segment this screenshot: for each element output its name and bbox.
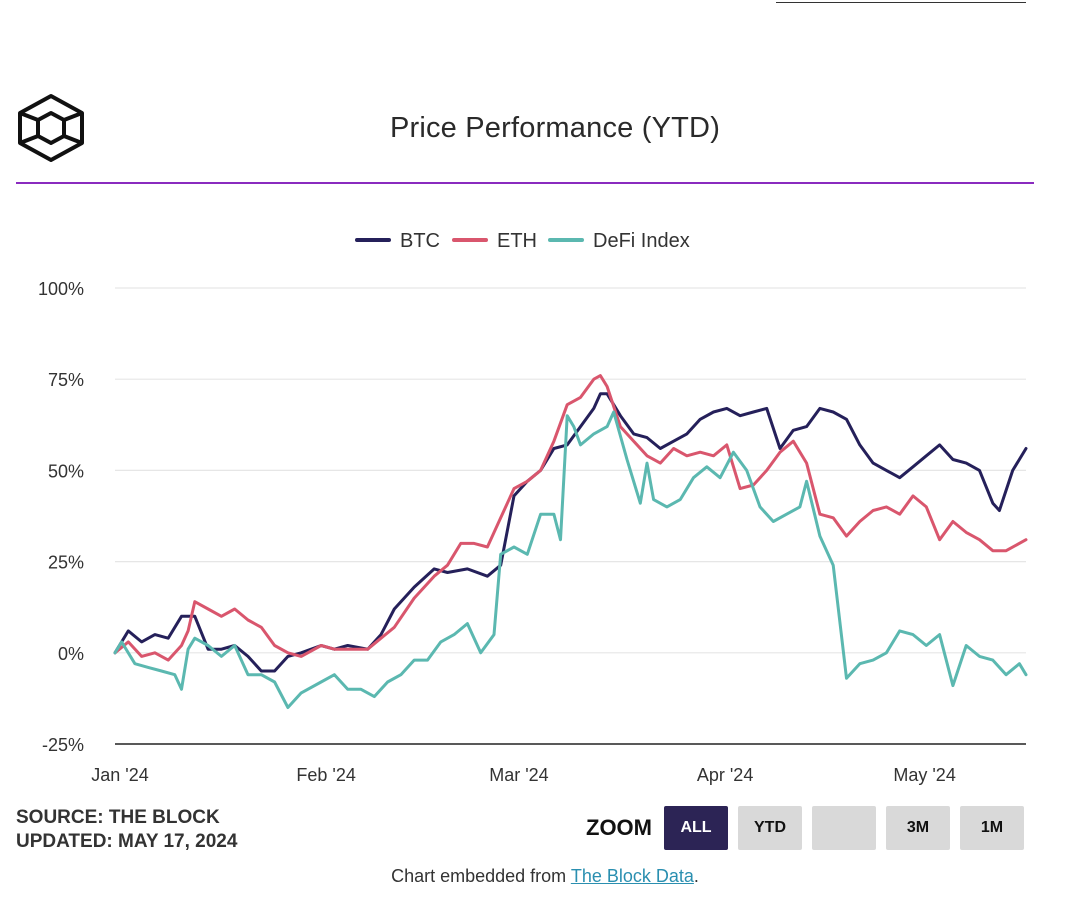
x-tick-label: Jan '24	[91, 765, 148, 785]
zoom-label: ZOOM	[586, 815, 652, 840]
updated-text: UPDATED: MAY 17, 2024	[16, 831, 238, 852]
series-lines	[113, 374, 1028, 709]
chart-legend: BTC ETH DeFi Index	[355, 230, 690, 252]
y-tick-label: -25%	[42, 735, 84, 755]
x-tick-label: Mar '24	[489, 765, 548, 785]
top-rule	[776, 2, 1026, 3]
series-line-defi-index	[113, 410, 1028, 709]
x-tick-label: May '24	[893, 765, 955, 785]
zoom-ytd-button[interactable]: YTD	[738, 806, 802, 850]
legend-label[interactable]: ETH	[497, 230, 537, 252]
y-tick-label: 50%	[48, 461, 84, 481]
header-divider	[16, 182, 1034, 184]
series-line-eth	[113, 374, 1028, 662]
y-tick-label: 75%	[48, 370, 84, 390]
source-block: SOURCE: THE BLOCK UPDATED: MAY 17, 2024	[16, 806, 237, 854]
embed-suffix: .	[693, 866, 699, 886]
y-tick-label: 100%	[38, 279, 84, 299]
x-tick-label: Feb '24	[296, 765, 355, 785]
source-text: SOURCE: THE BLOCK	[16, 807, 220, 828]
the-block-logo-icon	[18, 94, 84, 162]
y-axis-labels: 100% 75% 50% 25% 0% -25%	[38, 279, 84, 755]
embed-note: Chart embedded from The Block Data.	[0, 866, 1090, 887]
y-tick-label: 25%	[48, 553, 84, 573]
the-block-data-link[interactable]: The Block Data	[570, 866, 694, 886]
x-tick-label: Apr '24	[697, 765, 753, 785]
zoom-all-button[interactable]: ALL	[664, 806, 728, 850]
line-chart: BTC ETH DeFi Index 100% 75% 50% 25% 0% -25% Jan…	[38, 230, 1028, 785]
legend-label[interactable]: BTC	[400, 230, 440, 252]
y-tick-label: 0%	[58, 644, 84, 664]
zoom-1m-button[interactable]: 1M	[960, 806, 1024, 850]
zoom-controls: ZOOM ALL YTD 3M 1M	[586, 806, 1024, 850]
zoom-blank-button[interactable]	[812, 806, 876, 850]
chart-title: Price Performance (YTD)	[389, 112, 721, 144]
zoom-3m-button[interactable]: 3M	[886, 806, 950, 850]
legend-label[interactable]: DeFi Index	[593, 230, 690, 252]
chart-grid	[115, 287, 1026, 654]
x-axis-labels: Jan '24 Feb '24 Mar '24 Apr '24 May '24	[91, 765, 956, 785]
embed-prefix: Chart embedded from	[391, 866, 571, 886]
series-line-btc	[113, 392, 1028, 673]
